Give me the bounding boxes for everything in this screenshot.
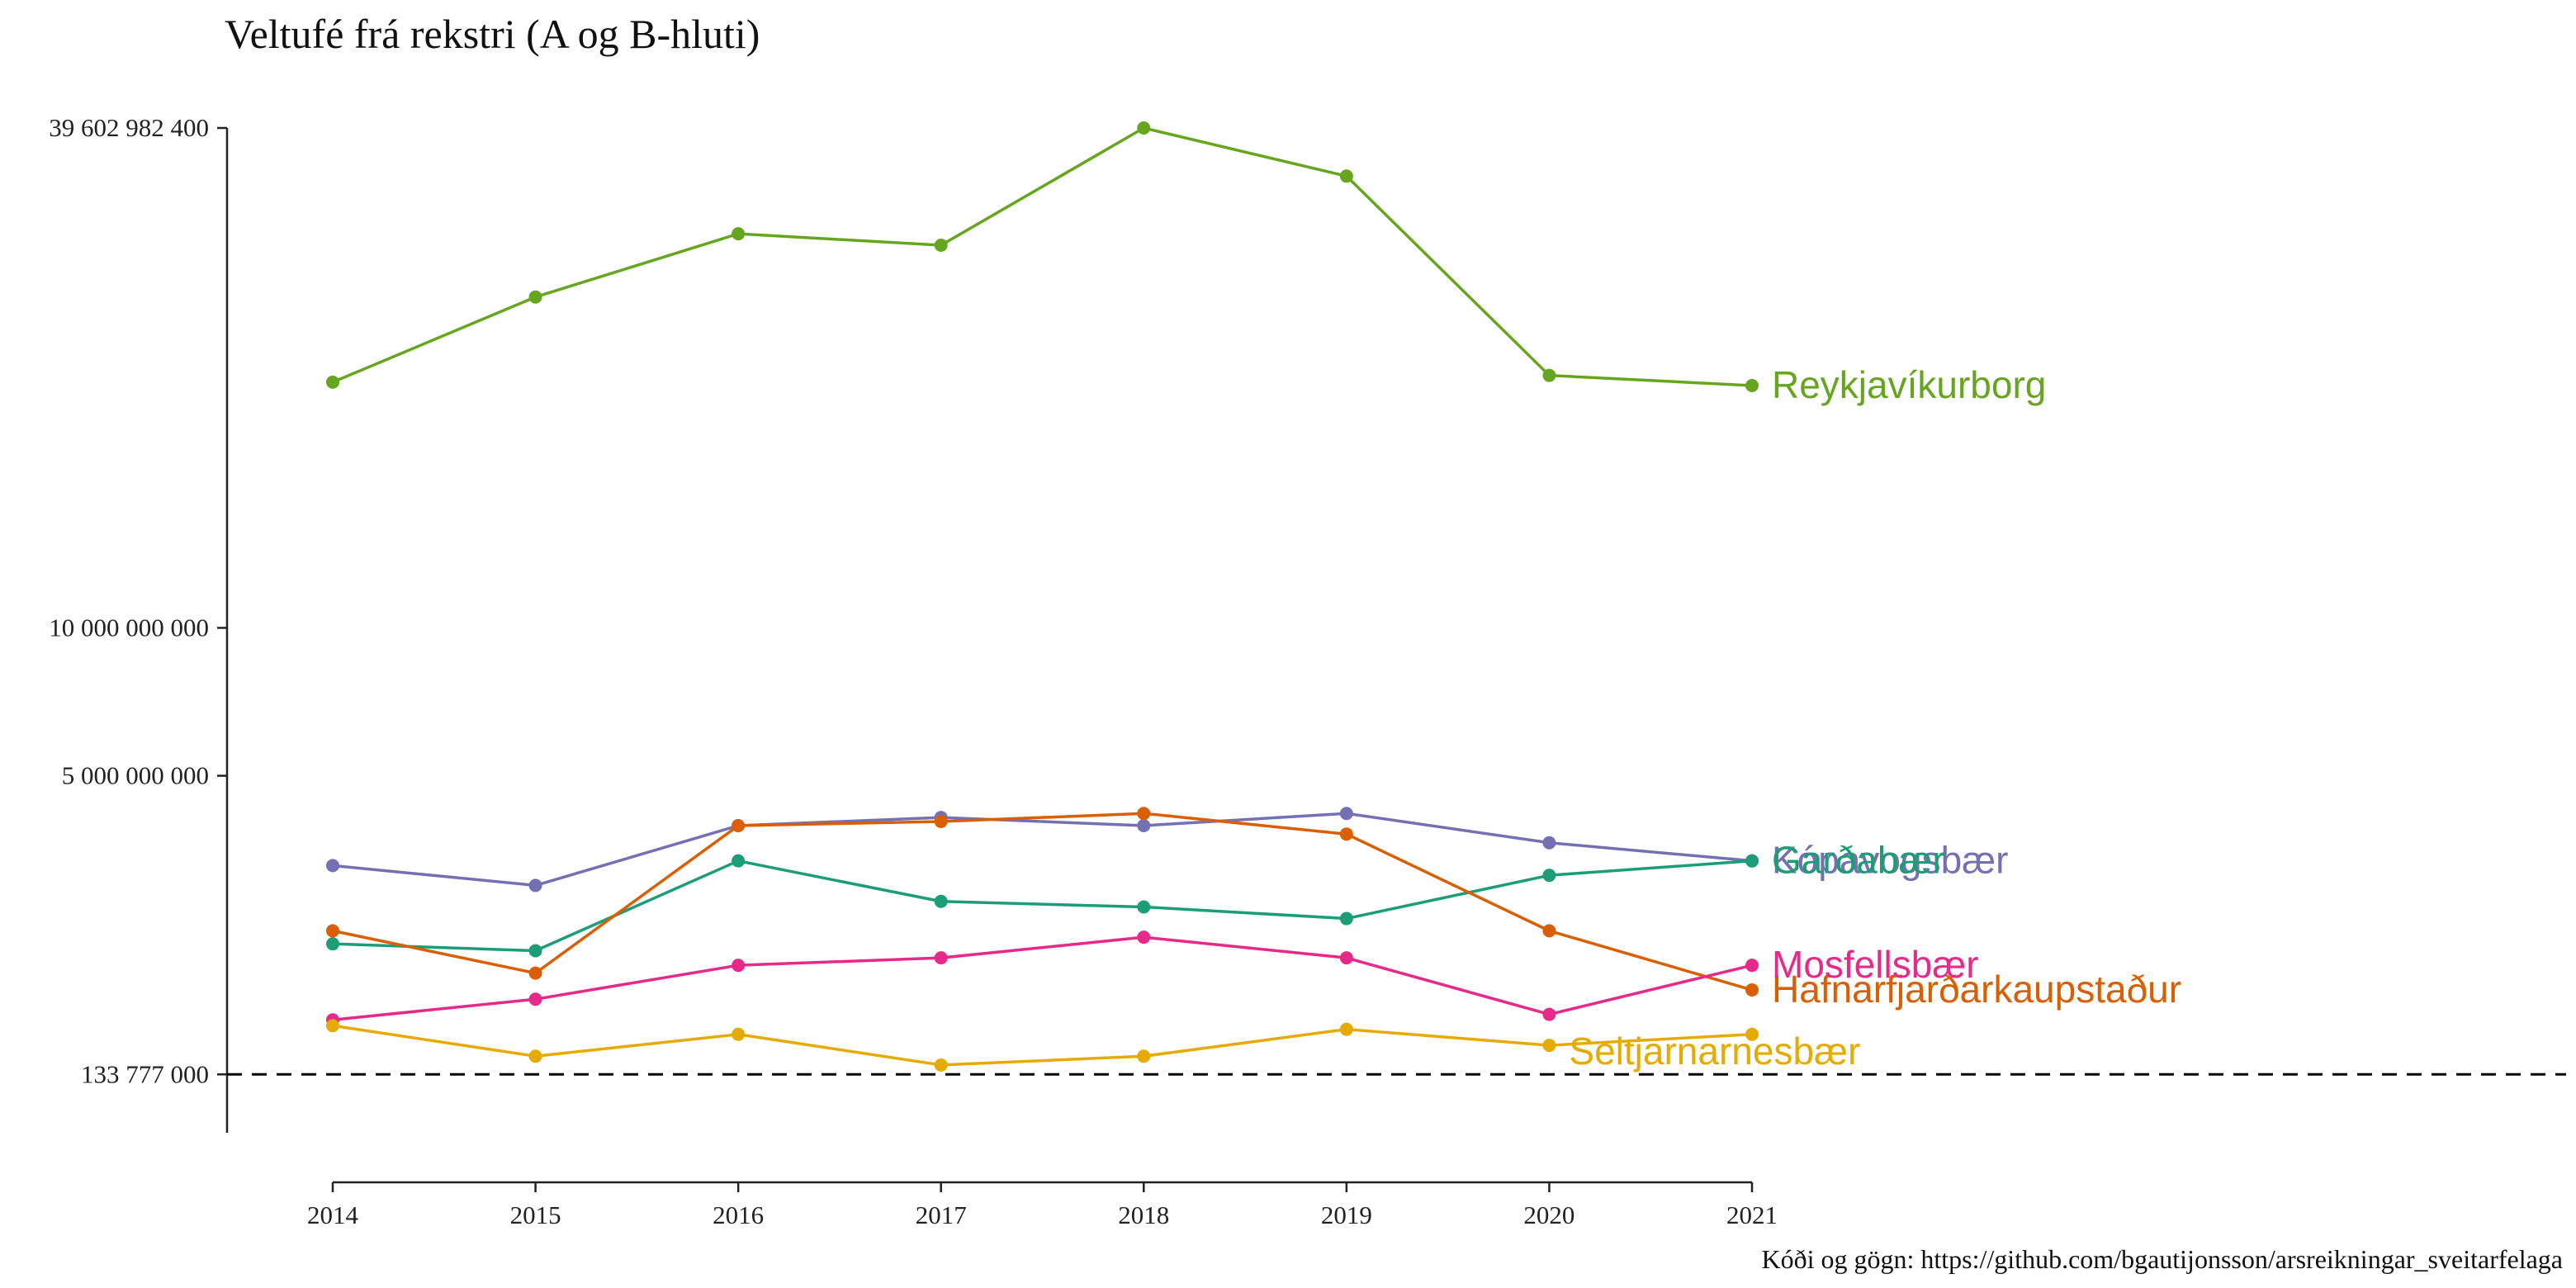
data-point xyxy=(732,819,746,833)
data-point xyxy=(326,937,339,951)
data-point xyxy=(1542,836,1556,850)
data-point xyxy=(528,944,542,958)
data-point xyxy=(934,1058,948,1072)
series-label: Garðabær xyxy=(1772,839,1945,882)
y-tick-label: 10 000 000 000 xyxy=(49,613,209,642)
data-point xyxy=(1137,930,1151,945)
series-label: Hafnarfjarðarkaupstaður xyxy=(1772,968,2181,1011)
series-line xyxy=(332,126,1753,387)
data-point xyxy=(326,375,339,389)
series-label: Reykjavíkurborg xyxy=(1772,363,2046,406)
data-point xyxy=(934,894,948,908)
x-tick-label: 2014 xyxy=(307,1200,359,1229)
data-point xyxy=(528,966,542,980)
data-point xyxy=(1745,854,1759,868)
y-tick-label: 39 602 982 400 xyxy=(49,113,209,142)
y-tick-label: 5 000 000 000 xyxy=(62,761,209,790)
data-point xyxy=(1137,807,1151,821)
x-axis: 2014 2015 2016 2017 2018 2019 2020 2021 xyxy=(307,1181,1778,1229)
y-axis: 133 777 000 5 000 000 000 10 000 000 000 39… xyxy=(49,113,229,1133)
series-label: Kópavogsbær xyxy=(1772,839,2008,882)
series-line xyxy=(332,935,1753,1021)
data-point xyxy=(1339,827,1353,841)
data-point xyxy=(1745,983,1759,997)
x-tick-label: 2019 xyxy=(1321,1200,1372,1229)
data-point xyxy=(1339,807,1353,821)
data-point xyxy=(1137,900,1151,914)
series-gar-ab-r xyxy=(326,854,1759,958)
series-mosfellsb-r xyxy=(326,930,1759,1027)
series-line xyxy=(332,1024,1753,1067)
data-point xyxy=(528,878,542,893)
data-point xyxy=(1137,1049,1151,1063)
x-tick-label: 2021 xyxy=(1726,1200,1778,1229)
data-point xyxy=(1339,169,1353,183)
data-point xyxy=(1339,951,1353,965)
data-point xyxy=(934,239,948,253)
data-point xyxy=(732,227,746,241)
data-point xyxy=(1137,121,1151,135)
data-point xyxy=(1137,819,1151,833)
data-point xyxy=(1339,912,1353,926)
x-tick-label: 2020 xyxy=(1523,1200,1574,1229)
series-line xyxy=(332,812,1753,992)
series-label: Seltjarnarnesbær xyxy=(1569,1030,1860,1073)
y-tick-label: 133 777 000 xyxy=(81,1059,209,1088)
x-tick-label: 2015 xyxy=(510,1200,561,1229)
series-seltjarnarnesb-r xyxy=(326,1019,1759,1072)
data-point xyxy=(1542,1007,1556,1021)
series-k-pavogsb-r xyxy=(326,807,1759,893)
data-point xyxy=(732,1027,746,1041)
series-line xyxy=(332,812,1753,888)
data-point xyxy=(528,1049,542,1063)
series-label: Mosfellsbær xyxy=(1772,943,1979,986)
data-point xyxy=(1339,1022,1353,1036)
x-tick-label: 2017 xyxy=(916,1200,967,1229)
data-point xyxy=(1745,959,1759,973)
chart-caption: Kóði og gögn: https://github.com/bgautij… xyxy=(1762,1244,2564,1274)
series-reykjav-kurborg xyxy=(326,121,1759,392)
data-point xyxy=(1745,378,1759,392)
data-point xyxy=(1542,924,1556,938)
data-point xyxy=(326,924,339,938)
series-line xyxy=(332,859,1753,953)
series-hafnarfjar-arkaupsta-ur xyxy=(326,807,1759,997)
data-point xyxy=(1542,869,1556,883)
data-point xyxy=(1745,1027,1759,1041)
data-point xyxy=(528,992,542,1006)
x-tick-label: 2016 xyxy=(713,1200,764,1229)
data-point xyxy=(528,290,542,304)
data-point xyxy=(934,815,948,829)
data-point xyxy=(732,959,746,973)
data-point xyxy=(326,859,339,873)
data-point xyxy=(1542,1039,1556,1053)
data-point xyxy=(732,854,746,868)
x-tick-label: 2018 xyxy=(1118,1200,1169,1229)
data-point xyxy=(934,951,948,965)
data-point xyxy=(326,1019,339,1033)
series-group xyxy=(326,121,1759,1072)
data-point xyxy=(1542,368,1556,382)
chart-title: Veltufé frá rekstri (A og B-hluti) xyxy=(225,11,760,57)
